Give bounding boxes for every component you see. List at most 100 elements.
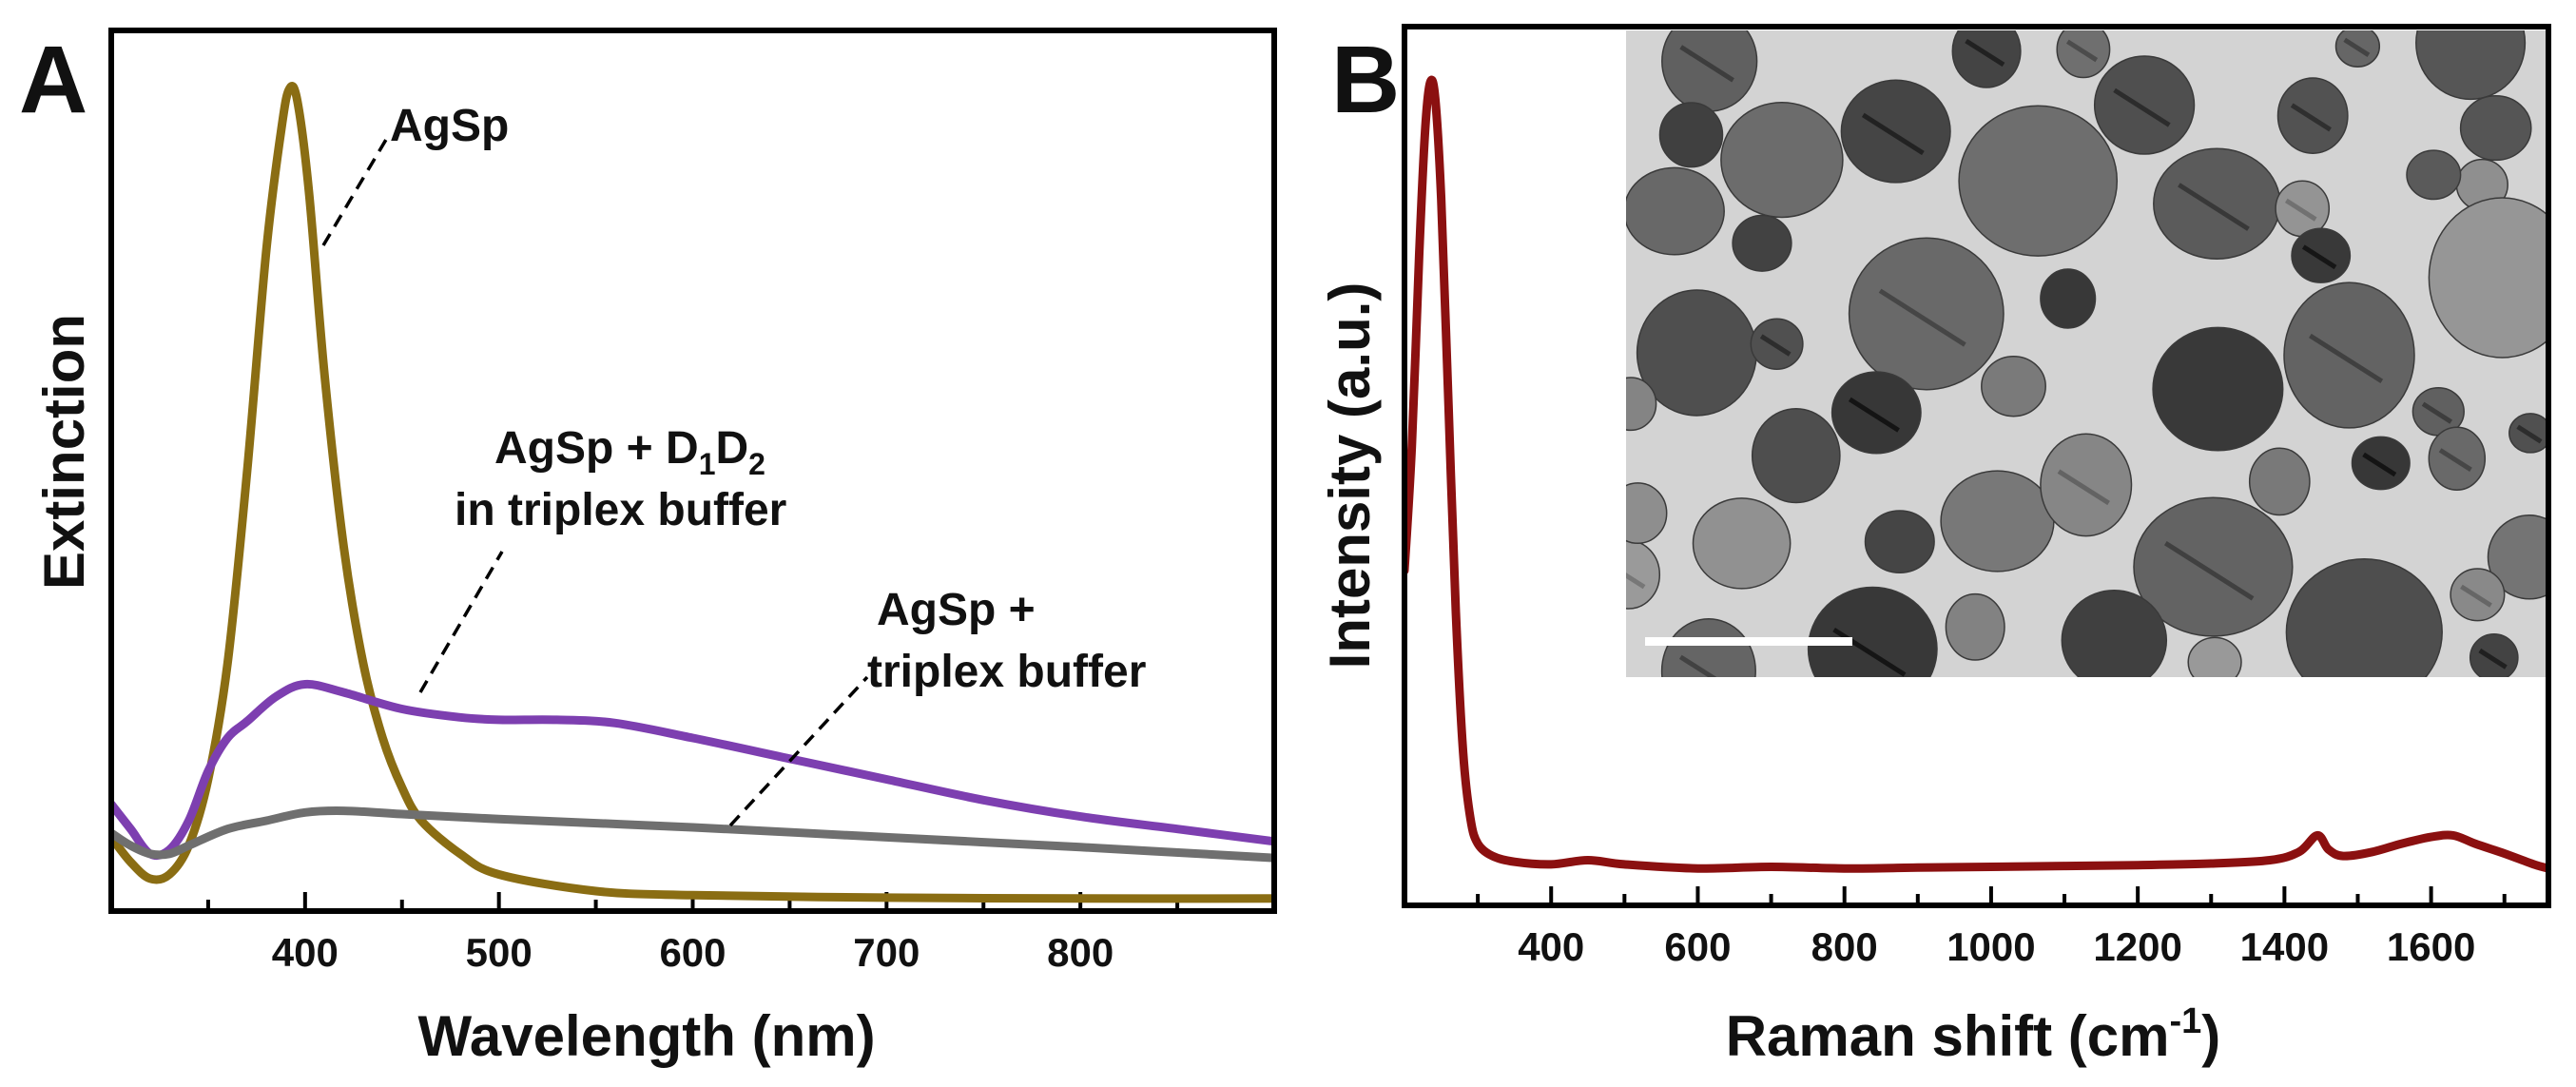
tem-twin-boundary (2362, 452, 2397, 477)
tem-particle (2487, 514, 2550, 600)
tem-twin-boundary (2163, 540, 2255, 601)
tem-particle (2428, 197, 2550, 359)
tem-twin-boundary (1861, 112, 1925, 156)
panel-b-series (1404, 75, 2548, 873)
tem-particle (1751, 407, 1841, 504)
leader-line-d1d2 (418, 551, 504, 693)
annotation-d1d2-sub1: 1 (699, 447, 716, 481)
tem-particle (2061, 589, 2168, 677)
tem-twin-boundary (2065, 39, 2099, 63)
x-tick-label: 400 (272, 930, 339, 975)
series-line-agsp-d1d2-in-triplex-buffer (111, 679, 1274, 861)
tem-inset-image (1626, 30, 2550, 677)
tem-particle (1848, 237, 2005, 391)
annotation-buffer-line1: AgSp + (877, 585, 1036, 635)
annotation-d1d2-line2: in triplex buffer (455, 485, 786, 535)
x-tick-label: 1600 (2387, 924, 2475, 969)
tem-particle (2276, 77, 2349, 154)
tem-twin-boundary (2438, 448, 2472, 473)
panel-b-ylabel: Intensity (a.u.) (1318, 282, 1382, 670)
panel-a-y-axis-title: Extinction (32, 314, 96, 590)
panel-b-x-ticks: 400 600 800 1000 1200 1400 1600 (1403, 886, 2507, 969)
tem-particle (1720, 101, 1844, 219)
series-line-agsp-triplex-buffer (111, 806, 1274, 863)
tem-particle (1864, 510, 1935, 573)
x-tick-label: 800 (1811, 924, 1878, 969)
tem-twin-boundary (2290, 103, 2332, 132)
annotation-d1d2-line1: AgSp + D1D2 (494, 423, 765, 481)
tem-particle (2040, 268, 2097, 329)
leader-line-buffer (728, 675, 869, 827)
tem-twin-boundary (2460, 584, 2492, 608)
panel-a-series (111, 82, 1274, 903)
leader-line-agsp (321, 132, 392, 246)
panel-a-letter: A (19, 27, 87, 133)
annotation-d1d2-sub2: 2 (748, 447, 765, 481)
series-line-raman-spectrum (1404, 75, 2548, 873)
tem-twin-boundary (2516, 424, 2543, 444)
tem-particle (1958, 105, 2119, 257)
tem-particle (2152, 326, 2284, 452)
panel-b-xlabel-main: Raman shift (cm (1726, 1004, 2170, 1068)
tem-particle (1732, 214, 1792, 272)
panel-a: A Extinction Wavelength (nm) 400 500 600 70… (19, 27, 1277, 1068)
tem-twin-boundary (2309, 333, 2384, 384)
tem-particle (2040, 433, 2133, 537)
tem-particle (1626, 482, 1668, 545)
tem-twin-boundary (1679, 45, 1734, 83)
tem-particle (1692, 497, 1792, 590)
tem-twin-boundary (2421, 401, 2453, 424)
tem-scale-bar (1645, 637, 1852, 646)
tem-twin-boundary (1848, 397, 1900, 433)
x-tick-label: 600 (659, 930, 726, 975)
panel-b-letter: B (1331, 27, 1400, 133)
tem-twin-boundary (2478, 648, 2508, 670)
tem-twin-boundary (2343, 37, 2371, 58)
tem-particle (1981, 355, 2046, 417)
panel-a-x-ticks: 400 500 600 700 800 (109, 892, 1180, 975)
tem-twin-boundary (2178, 183, 2250, 231)
annotation-d1d2-mid: D (715, 423, 748, 474)
tem-particle (1840, 79, 1951, 184)
panel-a-plot-frame (108, 28, 1277, 914)
tem-particle (2248, 447, 2311, 516)
tem-particle (1658, 102, 1724, 168)
panel-b-xlabel-end: ) (2201, 1004, 2220, 1068)
tem-particles (1626, 30, 2550, 677)
x-tick-label: 1000 (1947, 924, 2035, 969)
tem-particle (1660, 617, 1756, 677)
x-tick-label: 800 (1047, 930, 1114, 975)
panel-b-plot-frame (1402, 24, 2551, 908)
tem-particle (2133, 496, 2294, 637)
panel-b-xlabel-sup: -1 (2169, 1001, 2201, 1041)
tem-particle (1945, 592, 2005, 661)
x-tick-label: 600 (1664, 924, 1731, 969)
tem-twin-boundary (1965, 38, 2005, 68)
panel-b-xlabel: Raman shift (cm-1) (1726, 1001, 2221, 1068)
tem-particle (2283, 281, 2415, 429)
tem-twin-boundary (2113, 87, 2171, 127)
panel-b: B Intensity (a.u.) Raman shift (cm-1) 40… (1318, 24, 2551, 1068)
annotation-agsp: AgSp (390, 101, 509, 151)
tem-twin-boundary (1626, 573, 1646, 590)
tem-twin-boundary (1678, 654, 1717, 677)
tem-particle (2153, 147, 2281, 260)
tem-particle (2459, 95, 2532, 162)
tem-twin-boundary (2301, 244, 2337, 270)
tem-particle (1626, 377, 1657, 432)
tem-twin-boundary (2057, 469, 2110, 506)
x-tick-label: 400 (1518, 924, 1584, 969)
tem-twin-boundary (1759, 334, 1792, 357)
tem-particle (2285, 558, 2443, 677)
annotation-buffer-line2: triplex buffer (867, 647, 1146, 697)
tem-twin-boundary (2284, 198, 2317, 222)
x-tick-label: 1400 (2240, 924, 2329, 969)
x-tick-label: 1200 (2093, 924, 2181, 969)
tem-particle (1830, 371, 1922, 455)
x-tick-label: 700 (853, 930, 920, 975)
panel-a-xlabel: Wavelength (nm) (417, 1004, 875, 1068)
tem-particle (2187, 636, 2242, 677)
tem-twin-boundary (1878, 288, 1966, 347)
tem-particle (2406, 149, 2462, 201)
